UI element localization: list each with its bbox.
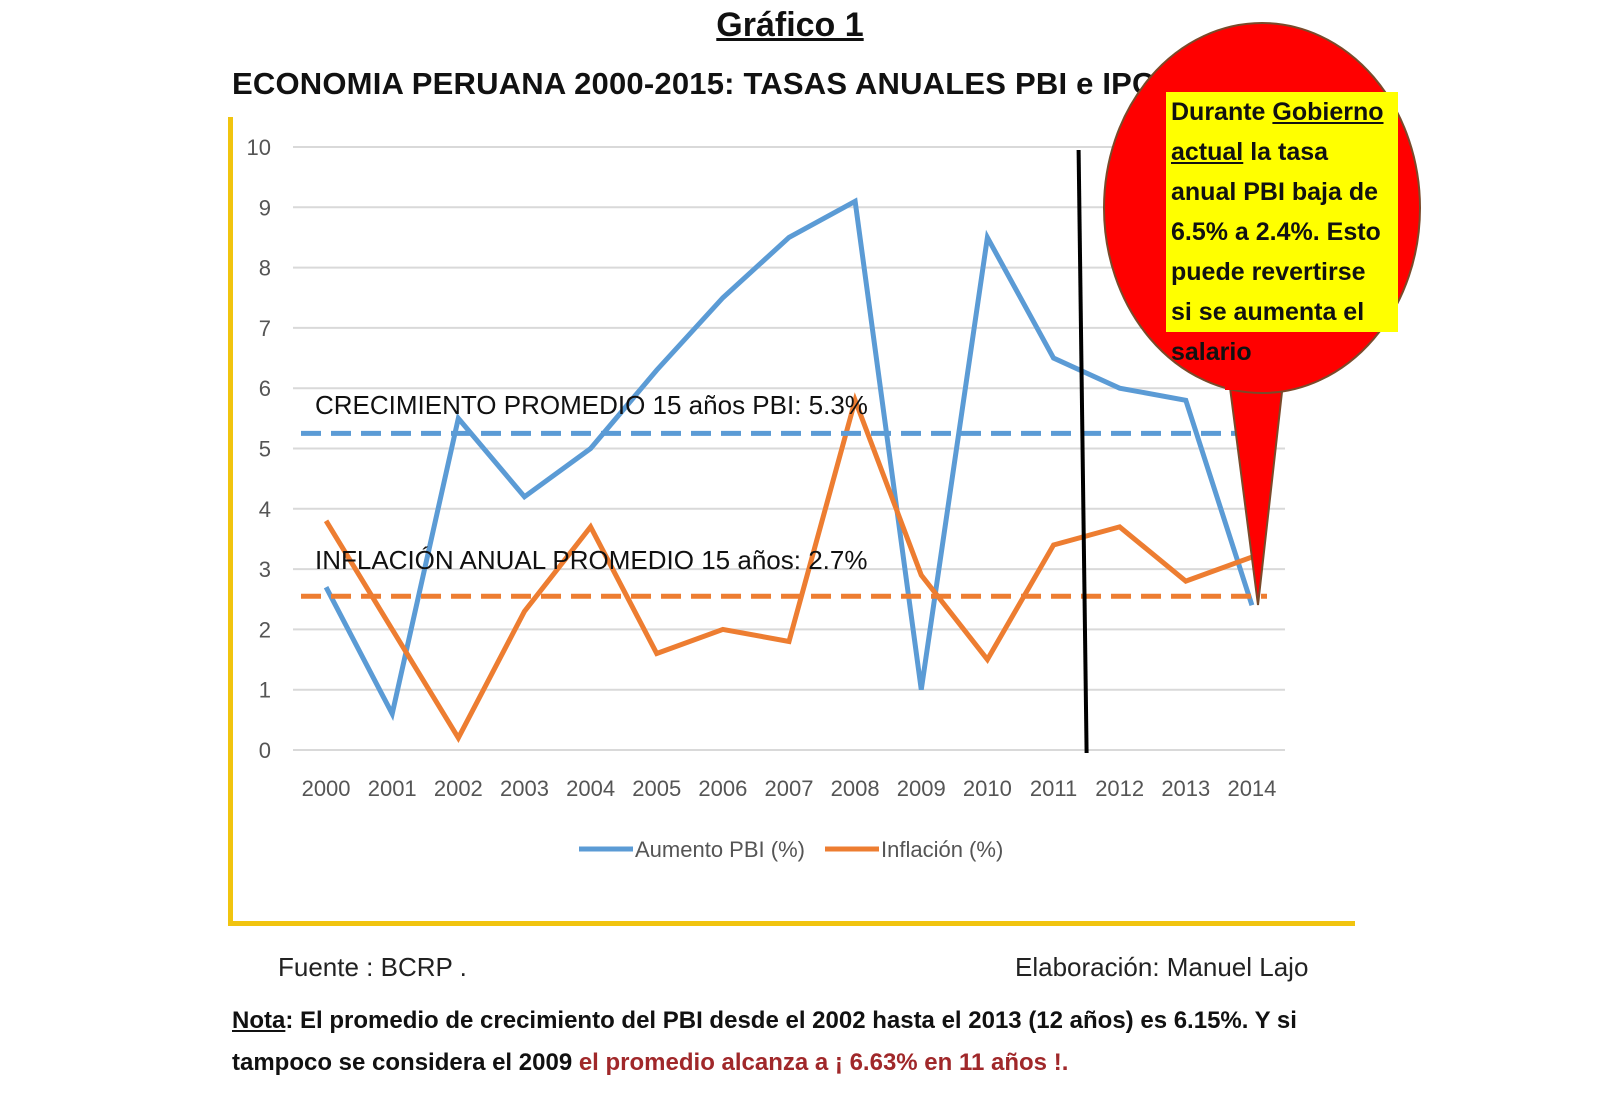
x-tick-label: 2007 [765, 776, 814, 801]
y-tick-label: 0 [259, 738, 271, 763]
figure-label: Gráfico 1 [716, 6, 864, 44]
y-tick-label: 7 [259, 316, 271, 341]
reference-label: CRECIMIENTO PROMEDIO 15 años PBI: 5.3% [315, 390, 868, 420]
reference-label: INFLACIÓN ANUAL PROMEDIO 15 años: 2.7% [315, 545, 867, 575]
x-tick-label: 2012 [1095, 776, 1144, 801]
y-tick-label: 6 [259, 376, 271, 401]
author-text: Elaboración: Manuel Lajo [1015, 952, 1309, 982]
x-tick-label: 2005 [632, 776, 681, 801]
y-tick-label: 4 [259, 497, 271, 522]
x-tick-label: 2003 [500, 776, 549, 801]
x-tick-label: 2008 [831, 776, 880, 801]
government-divider-line [1076, 149, 1089, 754]
x-tick-label: 2014 [1227, 776, 1276, 801]
callout-joint [1225, 360, 1285, 390]
y-tick-label: 1 [259, 678, 271, 703]
line-chart: 0 1 2 3 4 5 6 7 8 9 10 2000 2001 2002 2003 2004 2005 2006… [247, 135, 1285, 862]
chart-title: ECONOMIA PERUANA 2000-2015: TASAS ANUALE… [232, 66, 1155, 101]
x-tick-label: 2000 [302, 776, 351, 801]
x-tick-label: 2006 [698, 776, 747, 801]
x-tick-label: 2001 [368, 776, 417, 801]
y-tick-label: 9 [259, 195, 271, 220]
y-tick-label: 8 [259, 256, 271, 281]
x-tick-label: 2013 [1161, 776, 1210, 801]
legend-label-pbi: Aumento PBI (%) [635, 837, 805, 862]
chart-frame: 0 1 2 3 4 5 6 7 8 9 10 2000 2001 2002 2003 2004 2005 2006… [228, 117, 1355, 926]
callout-shape [1226, 370, 1285, 606]
x-tick-label: 2010 [963, 776, 1012, 801]
legend-label-inflacion: Inflación (%) [881, 837, 1003, 862]
y-tick-label: 2 [259, 617, 271, 642]
callout-text: Durante Gobierno actual la tasa anual PB… [1166, 92, 1398, 366]
note-text: Nota: El promedio de crecimiento del PBI… [232, 1007, 1297, 1076]
y-tick-label: 5 [259, 437, 271, 462]
source-text: Fuente : BCRP . [278, 952, 467, 982]
x-tick-label: 2004 [566, 776, 615, 801]
x-tick-label: 2011 [1030, 776, 1077, 801]
y-tick-label: 10 [247, 135, 271, 160]
x-tick-label: 2009 [897, 776, 946, 801]
x-tick-label: 2002 [434, 776, 483, 801]
y-tick-label: 3 [259, 557, 271, 582]
